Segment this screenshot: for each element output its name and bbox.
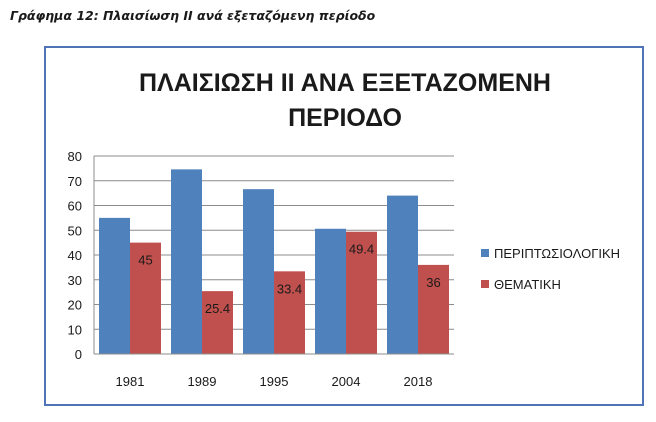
axes: 0 10 20 30 40 50 60 70 80 1981 1989 1995 2004 2018 (68, 149, 454, 389)
y-tick-label: 10 (68, 322, 82, 337)
x-tick-label: 2004 (332, 374, 361, 389)
data-label: 33.4 (277, 281, 302, 296)
x-tick-label: 2018 (404, 374, 433, 389)
data-label: 45 (138, 253, 152, 268)
y-tick-label: 40 (68, 248, 82, 263)
y-tick-label: 50 (68, 223, 82, 238)
bars (99, 169, 449, 354)
bar-series1-2004 (315, 228, 346, 354)
y-tick-label: 80 (68, 149, 82, 164)
bar-series2-1989 (202, 291, 233, 354)
bar-series2-1995 (274, 271, 305, 354)
y-tick-label: 70 (68, 174, 82, 189)
x-tick-label: 1989 (188, 374, 217, 389)
legend-label: ΠΕΡΙΠΤΩΣΙΟΛΟΓΙΚΗ (494, 246, 620, 261)
chart-title-line: ΠΕΡΙΟΔΟ (288, 104, 402, 132)
y-tick-label: 60 (68, 199, 82, 214)
data-label: 25.4 (205, 301, 230, 316)
bar-series2-1981 (130, 242, 161, 354)
legend-swatch (481, 249, 489, 257)
legend: ΠΕΡΙΠΤΩΣΙΟΛΟΓΙΚΗ ΘΕΜΑΤΙΚΗ (481, 246, 620, 292)
y-tick-label: 20 (68, 298, 82, 313)
data-label: 36 (426, 275, 440, 290)
data-labels: 45 25.4 33.4 49.4 36 (138, 242, 440, 316)
x-tick-label: 1981 (116, 374, 145, 389)
x-tick-label: 1995 (260, 374, 289, 389)
chart-title-line: ΠΛΑΙΣΙΩΣΗ ΙΙ ΑΝΑ ΕΞΕΤΑΖΟΜΕΝΗ (139, 69, 551, 97)
bar-series2-2004 (346, 231, 377, 354)
bar-series1-2018 (387, 195, 418, 354)
y-tick-label: 0 (75, 347, 82, 362)
bar-series1-1989 (171, 169, 202, 354)
data-label: 49.4 (349, 242, 374, 257)
legend-label: ΘΕΜΑΤΙΚΗ (494, 277, 561, 292)
bar-series1-1981 (99, 217, 130, 354)
legend-swatch (481, 280, 489, 288)
y-tick-label: 30 (68, 273, 82, 288)
bar-series2-2018 (418, 264, 449, 354)
bar-series1-1995 (243, 189, 274, 354)
chart-title: ΠΛΑΙΣΙΩΣΗ ΙΙ ΑΝΑ ΕΞΕΤΑΖΟΜΕΝΗ ΠΕΡΙΟΔΟ (139, 69, 551, 132)
figure-caption: Γράφημα 12: Πλαισίωση ΙΙ ανά εξεταζόμενη… (10, 8, 376, 23)
